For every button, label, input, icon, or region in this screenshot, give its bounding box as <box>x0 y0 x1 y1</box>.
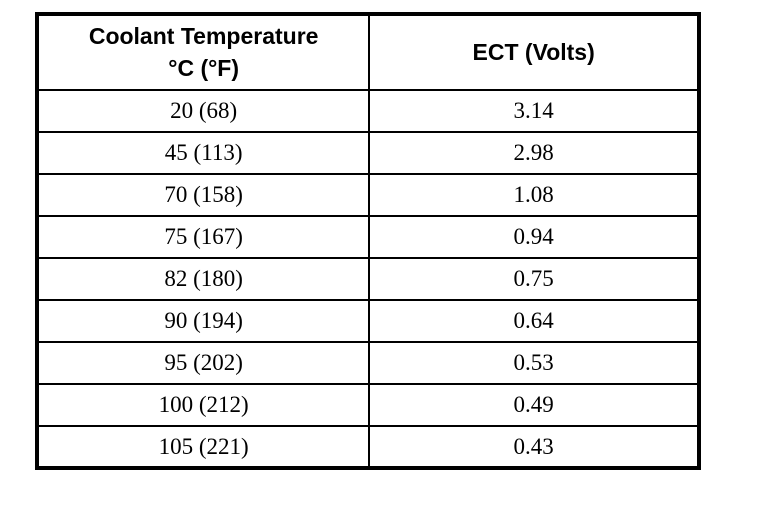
column-header-coolant-temperature-line1: Coolant Temperature <box>88 23 319 50</box>
volts-cell: 2.98 <box>368 131 700 175</box>
table-row: 105 (221) 0.43 <box>35 425 700 469</box>
volts-cell: 0.64 <box>368 299 700 343</box>
table-header-row: Coolant Temperature °C (°F) ECT (Volts) <box>35 13 700 91</box>
table-row: 70 (158) 1.08 <box>35 173 700 217</box>
volts-cell: 0.94 <box>368 215 700 259</box>
column-header-coolant-temperature-line2: °C (°F) <box>168 54 240 81</box>
table-row: 20 (68) 3.14 <box>35 89 700 133</box>
coolant-ect-table: Coolant Temperature °C (°F) ECT (Volts) … <box>35 12 701 470</box>
table-row: 82 (180) 0.75 <box>35 257 700 301</box>
volts-cell: 0.43 <box>368 425 700 469</box>
temperature-cell: 105 (221) <box>35 425 371 469</box>
temperature-cell: 100 (212) <box>35 383 371 427</box>
temperature-cell: 90 (194) <box>35 299 371 343</box>
temperature-cell: 95 (202) <box>35 341 371 385</box>
temperature-cell: 20 (68) <box>35 89 371 133</box>
column-header-ect-volts: ECT (Volts) <box>368 13 700 91</box>
table-row: 75 (167) 0.94 <box>35 215 700 259</box>
volts-cell: 1.08 <box>368 173 700 217</box>
temperature-cell: 45 (113) <box>35 131 371 175</box>
table-row: 90 (194) 0.64 <box>35 299 700 343</box>
temperature-cell: 82 (180) <box>35 257 371 301</box>
temperature-cell: 70 (158) <box>35 173 371 217</box>
volts-cell: 0.53 <box>368 341 700 385</box>
table-row: 100 (212) 0.49 <box>35 383 700 427</box>
volts-cell: 3.14 <box>368 89 700 133</box>
column-header-coolant-temperature: Coolant Temperature °C (°F) <box>35 13 371 91</box>
temperature-cell: 75 (167) <box>35 215 371 259</box>
table-row: 95 (202) 0.53 <box>35 341 700 385</box>
volts-cell: 0.75 <box>368 257 700 301</box>
volts-cell: 0.49 <box>368 383 700 427</box>
table-row: 45 (113) 2.98 <box>35 131 700 175</box>
